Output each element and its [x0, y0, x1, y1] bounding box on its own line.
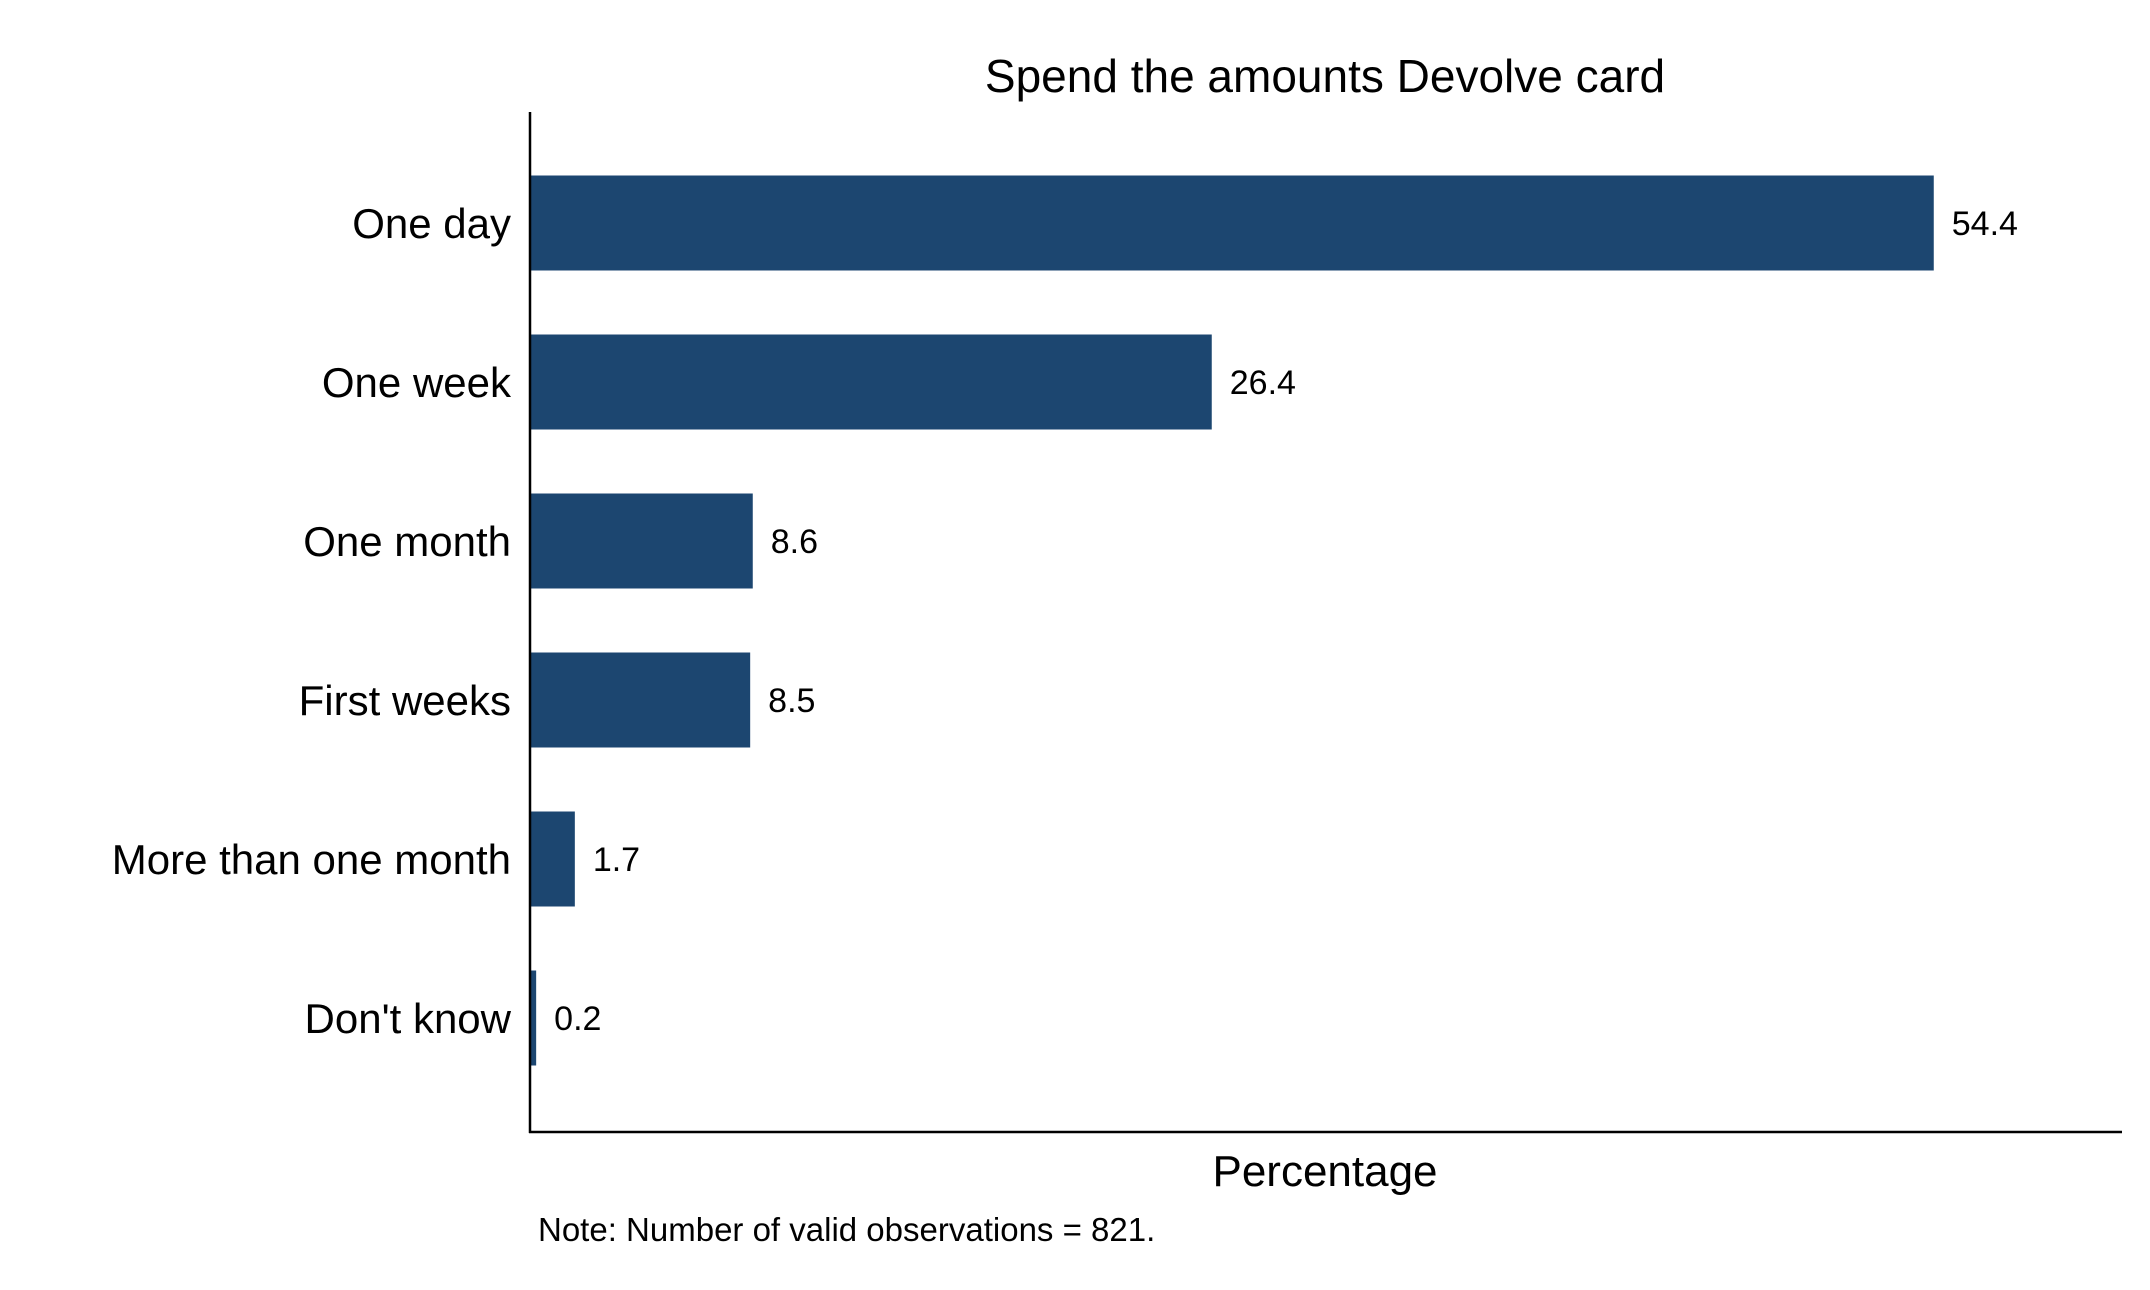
- bar: [531, 493, 753, 589]
- bar: [531, 970, 537, 1066]
- value-label: 54.4: [1952, 205, 2018, 243]
- value-label: 8.6: [771, 523, 818, 561]
- chart-note: Note: Number of valid observations = 821…: [538, 1211, 1155, 1248]
- bar: [531, 334, 1212, 430]
- chart-title: Spend the amounts Devolve card: [985, 50, 1665, 102]
- value-label: 0.2: [554, 1000, 601, 1038]
- category-labels: One day One week One month First weeks More …: [112, 200, 512, 1042]
- value-label: 26.4: [1230, 364, 1296, 402]
- bar: [531, 175, 1934, 271]
- value-label: 8.5: [768, 682, 815, 720]
- value-label: 1.7: [593, 841, 640, 879]
- category-label: First weeks: [299, 677, 511, 724]
- bar: [531, 811, 575, 907]
- category-label: More than one month: [112, 836, 511, 883]
- category-label: One day: [352, 200, 511, 247]
- value-labels: 54.4 26.4 8.6 8.5 1.7 0.2: [554, 205, 2018, 1038]
- x-axis-title: Percentage: [1212, 1147, 1437, 1196]
- category-label: Don't know: [305, 995, 512, 1042]
- bars-layer: [531, 175, 1934, 1066]
- bar: [531, 652, 751, 748]
- category-label: One week: [322, 359, 512, 406]
- category-label: One month: [303, 518, 511, 565]
